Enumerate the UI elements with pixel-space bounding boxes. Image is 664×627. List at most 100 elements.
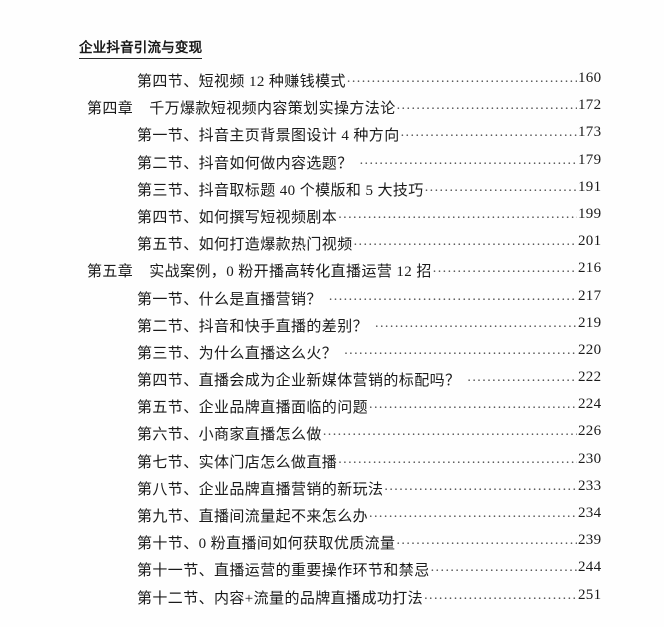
toc-entry[interactable]: 第十节、0 粉直播间如何获取优质流量 239 [0,532,664,559]
toc-entry[interactable]: 第四节、如何撰写短视频剧本 199 [0,206,664,233]
toc-entry-page-number-value: 172 [578,97,602,114]
toc-entry-dot-leader [338,207,577,222]
toc-entry-page-number-value: 199 [578,205,602,222]
toc-entry-title: 第五节、企业品牌直播面临的问题 [137,400,369,417]
toc-entry-dot-leader [467,370,577,385]
toc-entry[interactable]: 第二节、抖音如何做内容选题？ 179 [0,152,664,179]
toc-entry-page-number: 234 [578,505,664,522]
toc-entry-dot-leader [396,533,577,548]
toc-entry[interactable]: 第五节、如何打造爆款热门视频 201 [0,233,664,260]
toc-entry[interactable]: 第八节、企业品牌直播营销的新玩法 233 [0,478,664,505]
toc-entry-page-number-value: 201 [578,233,602,250]
toc-entry-title: 第十节、0 粉直播间如何获取优质流量 [137,536,396,553]
toc-entry-title: 第一节、抖音主页背景图设计 4 种方向 [137,128,400,145]
toc-entry-page-number-value: 217 [578,287,602,304]
toc-entry-page-number: 239 [578,532,664,549]
toc-entry-page-number-value: 234 [578,505,602,521]
toc-entry-page-number: 179 [578,152,664,169]
toc-entry-page-number: 224 [578,396,664,413]
toc-entry-page-number: 226 [578,423,664,440]
toc-entry-title: 第九节、直播间流量起不来怎么办 [137,509,369,525]
toc-entry-page-number-value: 224 [578,396,602,413]
toc-entry-dot-leader [425,180,577,195]
toc-entry[interactable]: 第七节、实体门店怎么做直播 230 [0,451,664,478]
toc-entry-dot-leader [354,234,577,249]
toc-entry-title: 第一节、什么是直播营销？ [137,291,322,308]
toc-entry-dot-leader [433,261,577,276]
toc-entry-dot-leader [431,560,577,575]
toc-entry[interactable]: 第二节、抖音和快手直播的差别？ 219 [0,315,664,342]
toc-entry-title: 第八节、企业品牌直播营销的新玩法 [137,481,384,498]
toc-entry-chapter-label: 第五章 [87,264,134,281]
toc-entry-dot-leader [369,397,577,412]
toc-entry-title: 实战案例，0 粉开播高转化直播运营 12 招 [149,264,432,281]
toc-entry-page-number-value: 179 [578,151,602,168]
toc-entry-chapter-label: 第四章 [87,101,134,118]
toc-entry-page-number: 160 [578,70,664,87]
toc-entry[interactable]: 第十二节、内容+流量的品牌直播成功打法 251 [0,587,664,614]
toc-entry-page-number-value: 226 [578,423,602,440]
toc-entry-dot-leader [424,588,577,603]
toc-entry-dot-leader [375,316,577,331]
toc-entry-page-number: 219 [578,315,664,332]
toc-entry-page-number-value: 173 [578,124,602,141]
toc-entry-title: 第五节、如何打造爆款热门视频 [137,237,353,254]
toc-entry-dot-leader [344,343,577,358]
toc-entry[interactable]: 第三节、抖音取标题 40 个模版和 5 大技巧 191 [0,179,664,206]
toc-entry-title: 第七节、实体门店怎么做直播 [137,454,338,471]
toc-entry[interactable]: 第九节、直播间流量起不来怎么办 234 [0,505,664,532]
toc-entry-dot-leader [329,289,577,304]
toc-entry[interactable]: 第六节、小商家直播怎么做 226 [0,423,664,450]
toc-entry-dot-leader [384,479,577,494]
toc-entry-page-number-value: 244 [578,559,602,576]
toc-entry[interactable]: 第四节、直播会成为企业新媒体营销的标配吗？ 222 [0,369,664,396]
toc-entry-title: 千万爆款短视频内容策划实操方法论 [149,101,396,118]
toc-entry-dot-leader [369,506,577,521]
toc-entry-page-number: 216 [578,260,664,277]
toc-entry-dot-leader [397,98,577,113]
toc-entry-title: 第十一节、直播运营的重要操作环节和禁忌 [137,563,430,580]
toc-entry-page-number: 217 [578,288,664,305]
toc-entry-title: 第六节、小商家直播怎么做 [137,427,322,444]
toc-entry-page-number: 230 [578,451,664,468]
toc-entry-page-number-value: 220 [578,341,602,358]
toc-entry-page-number-value: 251 [578,586,602,603]
toc-entry[interactable]: 第五节、企业品牌直播面临的问题 224 [0,396,664,423]
toc-entry-dot-leader [360,153,577,168]
toc-entry[interactable]: 第一节、什么是直播营销？ 217 [0,288,664,315]
toc-entry-title: 第三节、抖音取标题 40 个模版和 5 大技巧 [137,182,424,199]
toc-entry[interactable]: 第三节、为什么直播这么火？ 220 [0,342,664,369]
toc-entry-page-number: 222 [578,369,664,386]
toc-entry-dot-leader [323,424,577,439]
toc-entry-title: 第二节、抖音和快手直播的差别？ [137,318,369,335]
running-header: 企业抖音引流与变现 [79,40,203,59]
toc-entry[interactable]: 第一节、抖音主页背景图设计 4 种方向 173 [0,124,664,151]
toc-entry-dot-leader [347,71,577,86]
toc-entry-title: 第二节、抖音如何做内容选题？ [137,155,353,172]
toc-entry-page-number: 233 [578,478,664,495]
toc-entry-page-number-value: 160 [578,70,602,86]
toc-entry-page-number: 191 [578,179,664,196]
toc-entry-page-number-value: 239 [578,532,602,549]
toc-entry-page-number-value: 219 [578,314,602,331]
toc-entry-title: 第四节、如何撰写短视频剧本 [137,209,338,226]
toc-entry-page-number: 220 [578,342,664,359]
toc-entry-dot-leader [338,452,577,467]
toc-entry-title: 第四节、短视频 12 种赚钱模式 [137,74,346,90]
toc-entry-dot-leader [401,125,577,140]
toc-entry[interactable]: 第十一节、直播运营的重要操作环节和禁忌 244 [0,559,664,586]
toc-entry-page-number-value: 191 [578,178,602,195]
toc-entry-title: 第四节、直播会成为企业新媒体营销的标配吗？ [137,373,461,390]
toc-entry-page-number: 173 [578,124,664,141]
toc-entry[interactable]: 第四节、短视频 12 种赚钱模式 160 [0,70,664,97]
toc-entry-page-number: 244 [578,559,664,576]
toc-entry-page-number: 201 [578,233,664,250]
toc-entry-page-number: 199 [578,206,664,223]
toc-entry-page-number-value: 233 [578,477,602,494]
toc-entry-title: 第三节、为什么直播这么火？ [137,345,338,362]
toc-entry-page-number-value: 230 [578,450,602,467]
